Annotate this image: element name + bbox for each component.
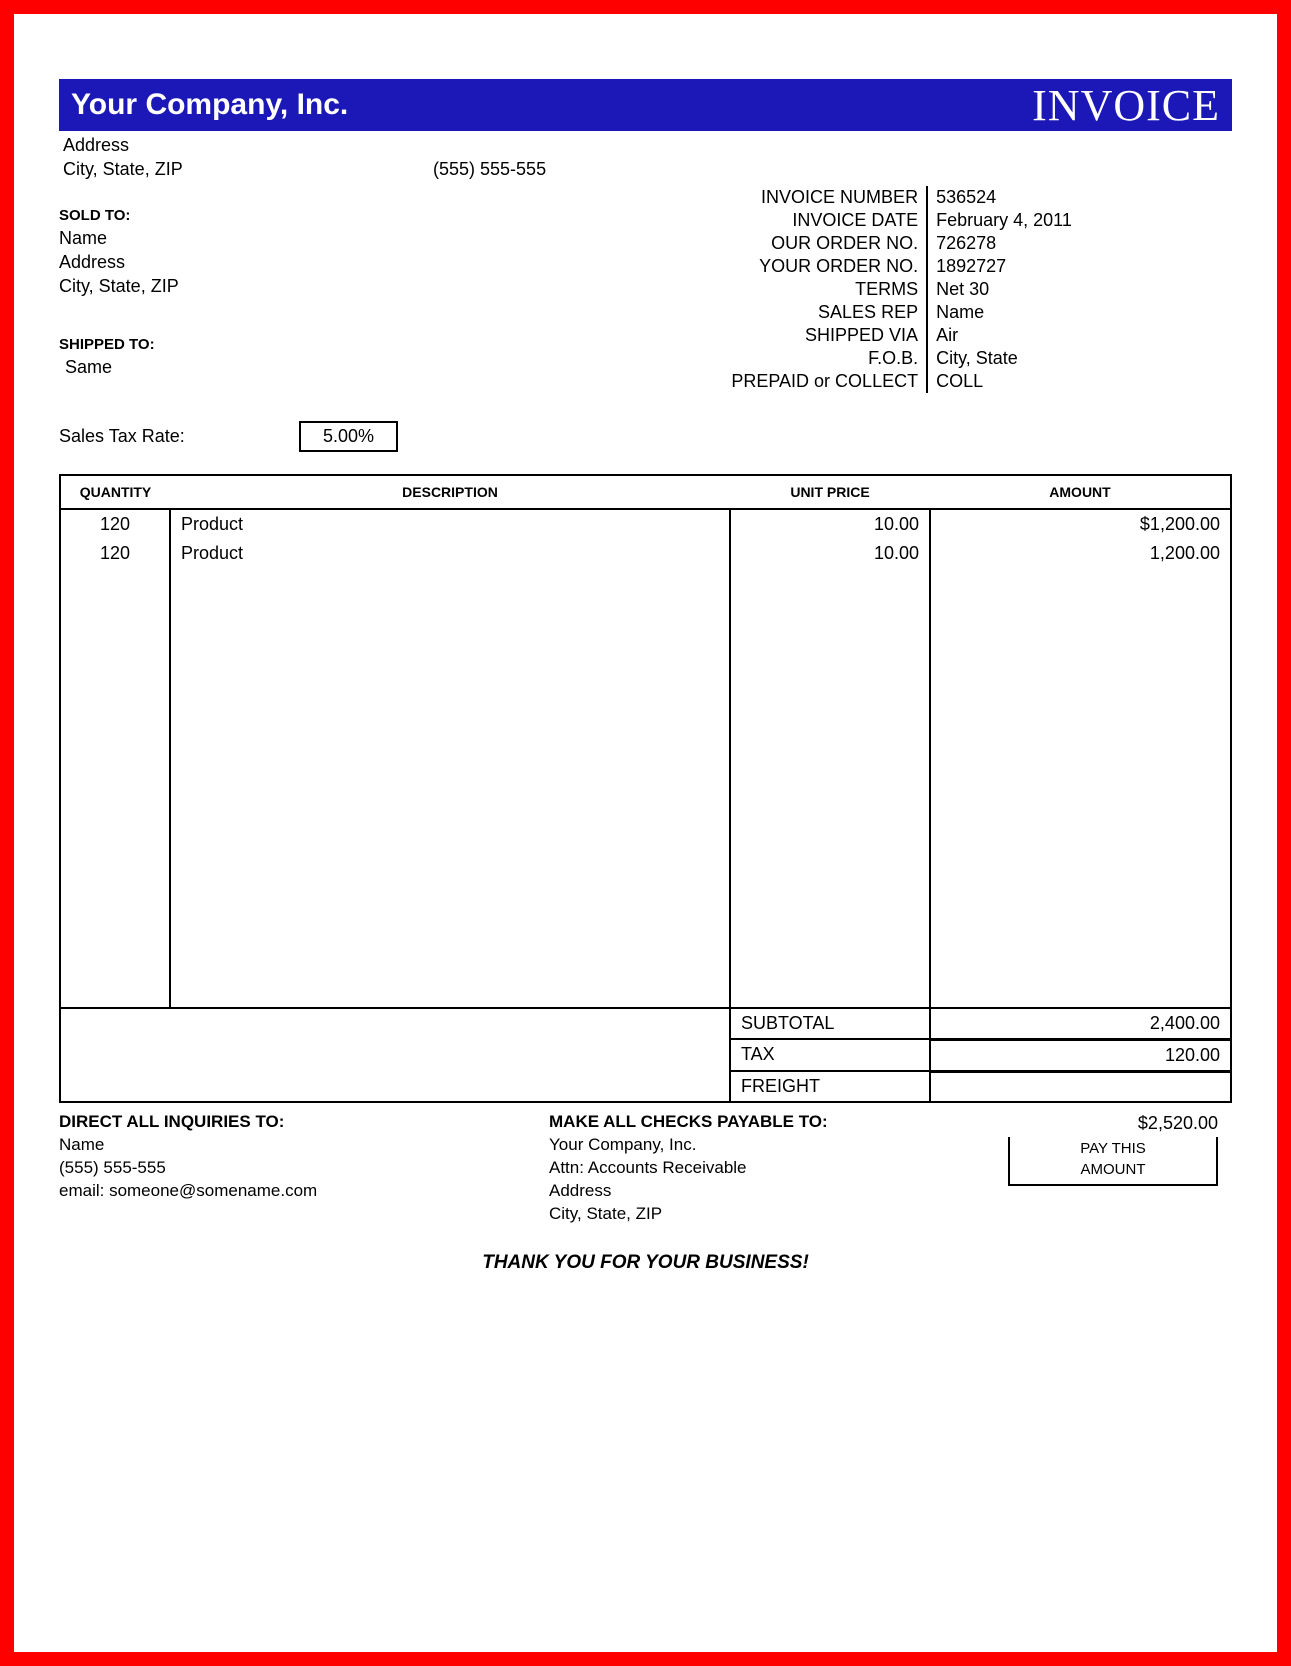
- shipped-to-label: SHIPPED TO:: [59, 335, 539, 355]
- sold-to-label: SOLD TO:: [59, 206, 539, 226]
- inquiries-email: email: someone@somename.com: [59, 1180, 549, 1203]
- meta-sales-rep-label: SALES REP: [539, 301, 927, 324]
- payable-company: Your Company, Inc.: [549, 1134, 969, 1157]
- col-header-description: DESCRIPTION: [170, 475, 730, 509]
- invoice-title: INVOICE: [1032, 80, 1220, 131]
- table-row: 120 Product 10.00 1,200.00: [60, 539, 1231, 568]
- footer-block: DIRECT ALL INQUIRIES TO: Name (555) 555-…: [59, 1111, 1232, 1226]
- cell-desc: Product: [170, 509, 730, 539]
- tax-rate-label: Sales Tax Rate:: [59, 426, 299, 447]
- subtotal-value: 2,400.00: [930, 1008, 1231, 1040]
- pay-amount-label: AMOUNT: [1010, 1160, 1216, 1180]
- sold-to-city: City, State, ZIP: [59, 274, 539, 298]
- meta-terms-value: Net 30: [927, 278, 1232, 301]
- company-phone: (555) 555-555: [433, 157, 546, 181]
- cell-price: 10.00: [730, 539, 930, 568]
- freight-label: FREIGHT: [730, 1071, 930, 1102]
- inquiries-title: DIRECT ALL INQUIRIES TO:: [59, 1111, 549, 1134]
- sold-to-name: Name: [59, 226, 539, 250]
- payable-title: MAKE ALL CHECKS PAYABLE TO:: [549, 1111, 969, 1134]
- meta-prepaid-value: COLL: [927, 370, 1232, 393]
- payable-city: City, State, ZIP: [549, 1203, 969, 1226]
- pay-this-label: PAY THIS: [1010, 1139, 1216, 1159]
- meta-your-order-label: YOUR ORDER NO.: [539, 255, 927, 278]
- table-pad-row: [60, 568, 1231, 1008]
- meta-our-order-value: 726278: [927, 232, 1232, 255]
- payable-address: Address: [549, 1180, 969, 1203]
- inquiries-phone: (555) 555-555: [59, 1157, 549, 1180]
- inquiries-name: Name: [59, 1134, 549, 1157]
- grand-total: $2,520.00: [969, 1111, 1218, 1135]
- freight-value: [930, 1071, 1231, 1102]
- subtotal-row: SUBTOTAL 2,400.00: [60, 1008, 1231, 1040]
- invoice-meta-table: INVOICE NUMBER536524 INVOICE DATEFebruar…: [539, 186, 1232, 393]
- col-header-amount: AMOUNT: [930, 475, 1231, 509]
- company-address-line1: Address: [63, 133, 1228, 157]
- meta-fob-value: City, State: [927, 347, 1232, 370]
- cell-desc: Product: [170, 539, 730, 568]
- tax-label: TAX: [730, 1039, 930, 1071]
- cell-qty: 120: [60, 509, 170, 539]
- subtotal-label: SUBTOTAL: [730, 1008, 930, 1040]
- meta-fob-label: F.O.B.: [539, 347, 927, 370]
- tax-rate-row: Sales Tax Rate: 5.00%: [59, 421, 1232, 452]
- table-row: 120 Product 10.00 $1,200.00: [60, 509, 1231, 539]
- cell-price: 10.00: [730, 509, 930, 539]
- meta-invoice-date-value: February 4, 2011: [927, 209, 1232, 232]
- meta-shipped-via-label: SHIPPED VIA: [539, 324, 927, 347]
- header-bar: Your Company, Inc. INVOICE: [59, 79, 1232, 131]
- col-header-unit-price: UNIT PRICE: [730, 475, 930, 509]
- cell-amount: 1,200.00: [930, 539, 1231, 568]
- meta-invoice-date-label: INVOICE DATE: [539, 209, 927, 232]
- company-address-block: Address City, State, ZIP (555) 555-555: [59, 131, 1232, 182]
- payable-attn: Attn: Accounts Receivable: [549, 1157, 969, 1180]
- meta-your-order-value: 1892727: [927, 255, 1232, 278]
- tax-value: 120.00: [930, 1039, 1231, 1071]
- tax-rate-value: 5.00%: [299, 421, 398, 452]
- meta-prepaid-label: PREPAID or COLLECT: [539, 370, 927, 393]
- cell-qty: 120: [60, 539, 170, 568]
- meta-our-order-label: OUR ORDER NO.: [539, 232, 927, 255]
- thank-you-message: THANK YOU FOR YOUR BUSINESS!: [59, 1252, 1232, 1274]
- shipped-to-value: Same: [59, 355, 539, 379]
- line-items-table: QUANTITY DESCRIPTION UNIT PRICE AMOUNT 1…: [59, 474, 1232, 1104]
- meta-terms-label: TERMS: [539, 278, 927, 301]
- meta-invoice-number-value: 536524: [927, 186, 1232, 209]
- meta-invoice-number-label: INVOICE NUMBER: [539, 186, 927, 209]
- col-header-quantity: QUANTITY: [60, 475, 170, 509]
- cell-amount: $1,200.00: [930, 509, 1231, 539]
- meta-sales-rep-value: Name: [927, 301, 1232, 324]
- pay-this-box: PAY THIS AMOUNT: [1008, 1137, 1218, 1186]
- sold-to-address: Address: [59, 250, 539, 274]
- company-address-line2: City, State, ZIP: [63, 157, 433, 181]
- company-name: Your Company, Inc.: [71, 88, 348, 122]
- meta-shipped-via-value: Air: [927, 324, 1232, 347]
- page-frame: Your Company, Inc. INVOICE Address City,…: [0, 0, 1291, 1666]
